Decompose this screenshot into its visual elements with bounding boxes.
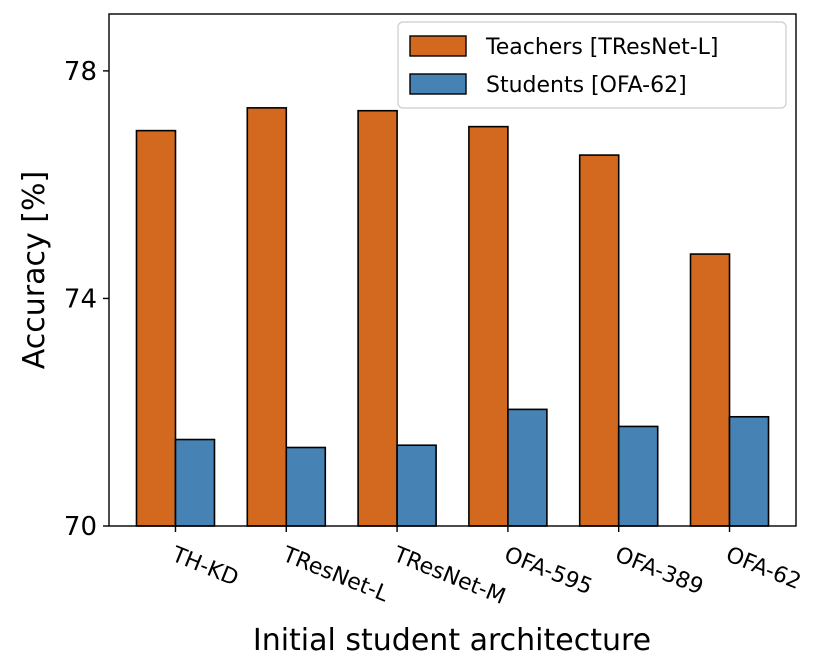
- bar-student-3: [507, 408, 548, 527]
- bar-teacher-4: [578, 154, 620, 527]
- x-axis-label: Initial student architecture: [253, 623, 651, 658]
- legend-swatch-0: [409, 35, 467, 57]
- legend-label: Teachers [TResNet-L]: [485, 35, 719, 60]
- x-tick-label: OFA-389: [611, 542, 706, 600]
- bar-teacher-3: [468, 125, 509, 527]
- bar-student-5: [728, 415, 770, 527]
- x-tick-label: TResNet-M: [389, 542, 509, 610]
- bar-teacher-0: [135, 129, 177, 527]
- legend-box: [397, 21, 787, 109]
- y-tick-label: 78: [64, 57, 97, 87]
- bar-teacher-5: [689, 253, 731, 527]
- bar-student-2: [396, 444, 437, 527]
- bar-teacher-2: [357, 109, 398, 527]
- legend-label: Students [OFA-62]: [486, 73, 687, 98]
- bar-student-4: [617, 425, 659, 527]
- x-tick-label: TResNet-L: [278, 542, 392, 608]
- x-tick-label: OFA-62: [722, 542, 804, 595]
- legend-swatch-1: [409, 73, 467, 95]
- bar-student-0: [174, 438, 216, 527]
- x-tick-label: TH-KD: [167, 542, 242, 592]
- bar-student-1: [285, 446, 327, 527]
- y-tick-label: 70: [64, 512, 97, 542]
- plot-frame: [108, 13, 797, 527]
- y-axis-label: Accuracy [%]: [17, 171, 52, 369]
- bar-teacher-1: [246, 107, 288, 527]
- x-tick-label: OFA-595: [501, 542, 596, 600]
- y-tick-label: 74: [64, 284, 97, 314]
